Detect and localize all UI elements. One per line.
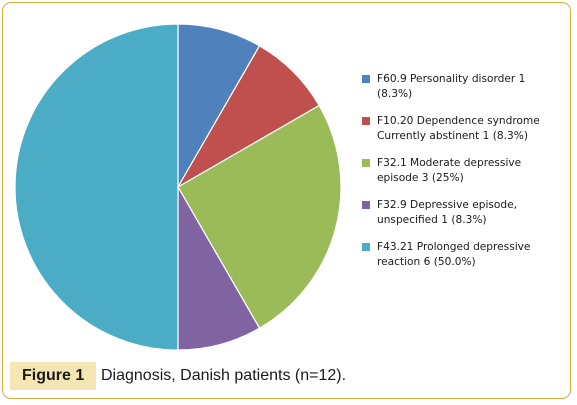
legend-label: F10.20 Dependence syndrome Currently abs… [377, 115, 540, 142]
legend-item-f32-9: F32.9 Depressive episode, unspecified 1 … [362, 198, 562, 227]
legend-swatch [362, 243, 370, 251]
legend-label: F32.9 Depressive episode, unspecified 1 … [377, 199, 518, 226]
legend-item-f60-9: F60.9 Personality disorder 1 (8.3%) [362, 72, 562, 101]
legend-item-f32-1: F32.1 Moderate depressive episode 3 (25%… [362, 156, 562, 185]
legend-swatch [362, 201, 370, 209]
chart-legend: F60.9 Personality disorder 1 (8.3%) F10.… [362, 72, 562, 269]
legend-item-f43-21: F43.21 Prolonged depressive reaction 6 (… [362, 240, 562, 269]
pie-slice-0 [177, 23, 261, 190]
legend-label: F60.9 Personality disorder 1 (8.3%) [377, 73, 526, 100]
pie-slice-1 [176, 45, 320, 189]
legend-label: F32.1 Moderate depressive episode 3 (25%… [377, 157, 522, 184]
figure-caption: Figure 1 Diagnosis, Danish patients (n=1… [10, 362, 565, 390]
legend-swatch [362, 117, 370, 125]
pie-slice-2 [177, 104, 342, 329]
legend-label: F43.21 Prolonged depressive reaction 6 (… [377, 241, 531, 268]
figure-label: Figure 1 [10, 362, 97, 390]
legend-swatch [362, 75, 370, 83]
legend-swatch [362, 159, 370, 167]
pie-slice-4 [14, 23, 179, 351]
pie-slice-3 [177, 184, 261, 351]
legend-item-f10-20: F10.20 Dependence syndrome Currently abs… [362, 114, 562, 143]
figure-caption-text: Diagnosis, Danish patients (n=12). [101, 367, 347, 384]
